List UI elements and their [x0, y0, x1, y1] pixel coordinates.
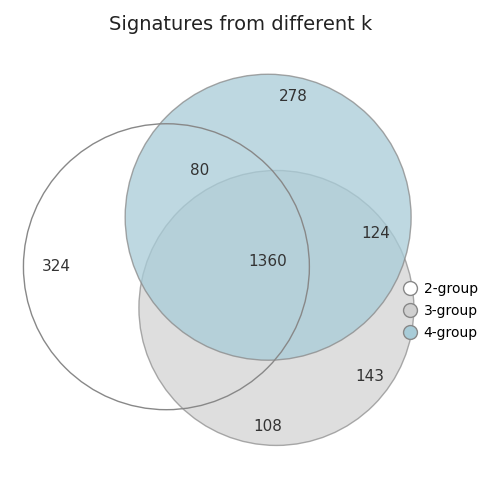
Text: 278: 278 — [278, 89, 307, 104]
Text: 1360: 1360 — [249, 254, 287, 269]
Circle shape — [139, 170, 414, 446]
Title: Signatures from different k: Signatures from different k — [109, 15, 372, 34]
Text: 80: 80 — [190, 163, 209, 178]
Text: 143: 143 — [355, 369, 385, 384]
Text: 124: 124 — [361, 226, 390, 241]
Text: 108: 108 — [254, 419, 283, 433]
Circle shape — [125, 74, 411, 360]
Text: 324: 324 — [42, 259, 71, 274]
Legend: 2-group, 3-group, 4-group: 2-group, 3-group, 4-group — [397, 276, 483, 346]
